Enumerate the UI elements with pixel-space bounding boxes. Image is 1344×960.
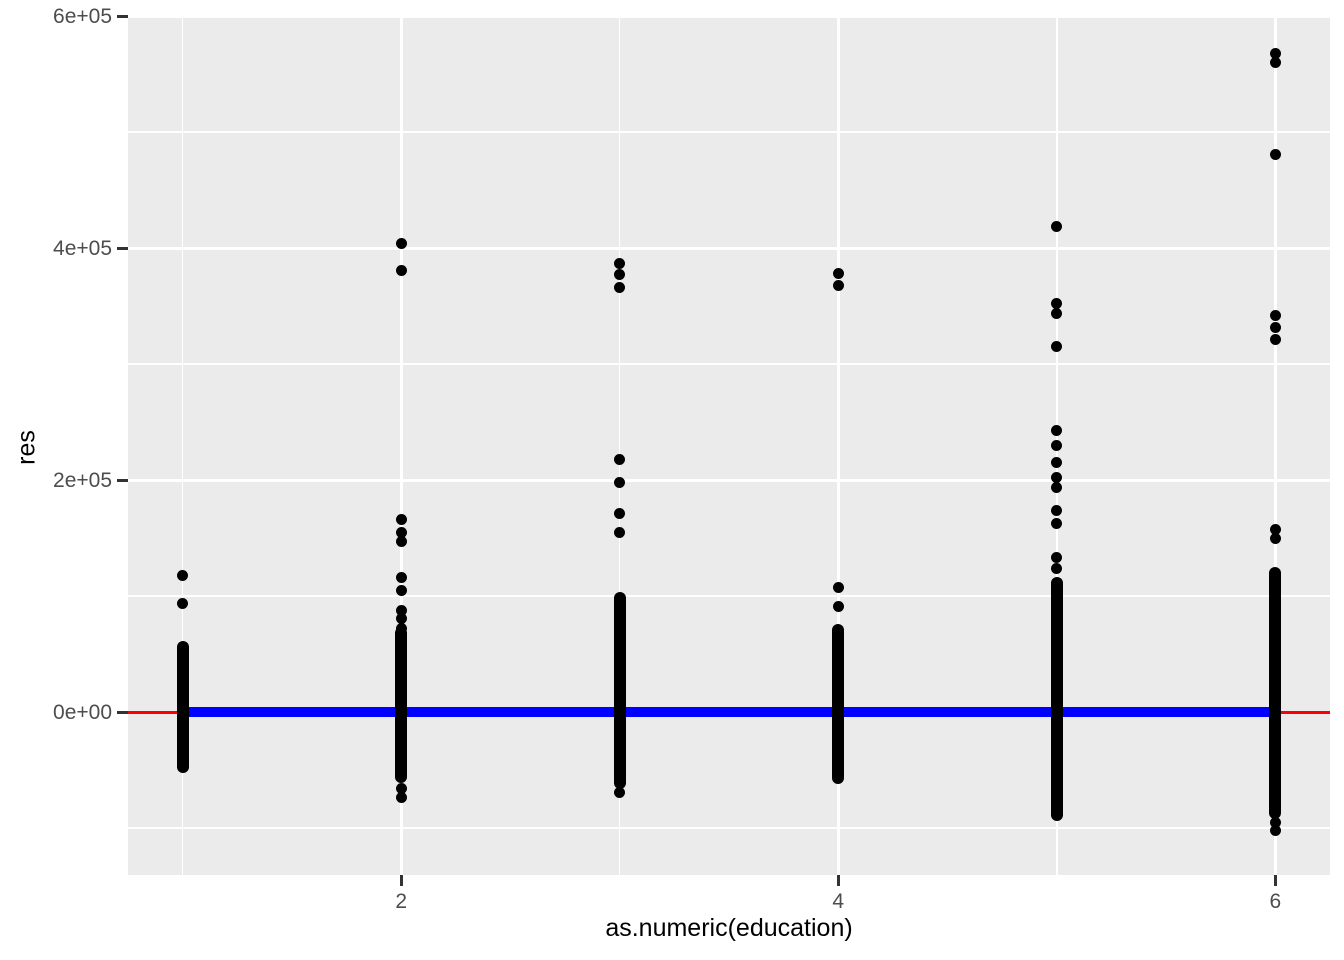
data-point — [1269, 57, 1281, 69]
data-point — [1269, 524, 1281, 536]
data-point — [1269, 321, 1281, 333]
residual-strip — [1269, 566, 1282, 819]
residual-strip — [832, 623, 845, 785]
y-minor-gridline — [128, 131, 1330, 133]
x-major-gridline — [399, 18, 403, 875]
y-tick-label: 6e+05 — [53, 4, 112, 28]
data-point — [1269, 532, 1281, 544]
x-tick-mark — [836, 875, 840, 886]
residual-strip — [613, 592, 626, 789]
data-point — [1269, 309, 1281, 321]
data-point — [1269, 334, 1281, 346]
residual-strip — [176, 641, 189, 773]
y-tick-mark — [117, 246, 128, 250]
x-minor-gridline — [181, 18, 184, 875]
residual-strip — [395, 627, 408, 783]
data-point — [614, 453, 626, 465]
data-point — [1051, 552, 1063, 564]
data-point — [614, 508, 626, 520]
data-point — [614, 282, 626, 294]
data-point — [1051, 472, 1063, 484]
x-minor-gridline — [618, 18, 621, 875]
x-axis-title: as.numeric(education) — [605, 914, 853, 942]
data-point — [1051, 341, 1063, 353]
x-major-gridline — [1273, 18, 1277, 875]
data-point — [395, 604, 407, 616]
data-point — [1269, 47, 1281, 59]
x-tick-label: 4 — [832, 890, 845, 913]
data-point — [1051, 439, 1063, 451]
data-point — [614, 257, 626, 269]
y-major-gridline — [128, 246, 1330, 250]
data-point — [1051, 307, 1063, 319]
data-point — [832, 279, 844, 291]
data-point — [1051, 424, 1063, 436]
y-tick-label: 4e+05 — [53, 236, 112, 260]
data-point — [1051, 298, 1063, 310]
data-point — [177, 597, 189, 609]
x-major-gridline — [836, 18, 840, 875]
y-axis-title: res — [12, 429, 41, 465]
fitted-line — [182, 707, 1276, 718]
data-point — [1051, 517, 1063, 529]
y-tick-mark — [117, 710, 128, 714]
data-point — [832, 601, 844, 613]
data-point — [395, 623, 407, 635]
data-point — [1051, 504, 1063, 516]
y-major-gridline — [128, 478, 1330, 482]
data-point — [1269, 824, 1281, 836]
data-point — [395, 783, 407, 795]
x-tick-mark — [1273, 875, 1277, 886]
data-point — [1051, 220, 1063, 232]
residual-strip — [1050, 577, 1063, 822]
data-point — [1051, 481, 1063, 493]
data-point — [1269, 816, 1281, 828]
plot-panel — [128, 18, 1330, 875]
data-point — [395, 264, 407, 276]
y-minor-gridline — [128, 827, 1330, 829]
data-point — [614, 269, 626, 281]
data-point — [395, 238, 407, 250]
data-point — [177, 569, 189, 581]
data-point — [395, 572, 407, 584]
y-minor-gridline — [128, 363, 1330, 365]
y-tick-label: 2e+05 — [53, 468, 112, 492]
data-point — [1051, 457, 1063, 469]
x-tick-mark — [399, 875, 403, 886]
data-point — [395, 792, 407, 804]
data-point — [614, 786, 626, 798]
data-point — [395, 526, 407, 538]
data-point — [395, 612, 407, 624]
data-point — [395, 536, 407, 548]
y-tick-mark — [117, 14, 128, 18]
x-tick-label: 6 — [1269, 890, 1282, 913]
data-point — [832, 268, 844, 280]
x-tick-label: 2 — [395, 890, 408, 913]
data-point — [614, 526, 626, 538]
data-point — [1269, 148, 1281, 160]
y-minor-gridline — [128, 595, 1330, 597]
y-tick-label: 0e+00 — [53, 700, 112, 724]
data-point — [395, 514, 407, 526]
data-point — [614, 476, 626, 488]
data-point — [832, 582, 844, 594]
data-point — [395, 584, 407, 596]
y-tick-mark — [117, 478, 128, 482]
data-point — [1051, 562, 1063, 574]
